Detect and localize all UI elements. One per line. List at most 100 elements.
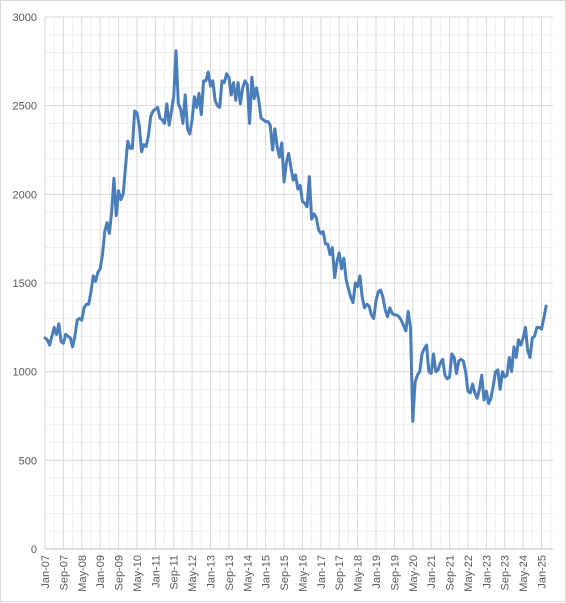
data-point xyxy=(411,420,414,423)
data-point xyxy=(53,326,56,329)
data-point xyxy=(540,328,543,331)
data-point xyxy=(464,370,467,373)
x-tick-label: May-18 xyxy=(353,555,365,592)
x-tick-label: Sep-23 xyxy=(500,555,512,590)
data-point xyxy=(193,95,196,98)
series-line xyxy=(43,49,548,423)
data-point xyxy=(287,152,290,155)
data-point xyxy=(87,303,90,306)
x-tick-label: May-12 xyxy=(187,555,199,592)
data-point xyxy=(147,134,150,137)
data-point xyxy=(113,177,116,180)
data-point xyxy=(446,377,449,380)
data-point xyxy=(149,115,152,118)
data-point xyxy=(400,319,403,322)
data-point xyxy=(347,287,350,290)
data-point xyxy=(99,267,102,270)
data-point xyxy=(460,358,463,361)
data-point xyxy=(209,85,212,88)
data-point xyxy=(487,402,490,405)
x-tick-label: Jan-09 xyxy=(95,555,107,589)
data-point xyxy=(232,81,235,84)
data-point xyxy=(51,335,54,338)
x-tick-label: May-10 xyxy=(132,555,144,592)
data-point xyxy=(119,198,122,201)
data-point xyxy=(76,319,79,322)
data-point xyxy=(244,79,247,82)
data-point xyxy=(398,315,401,318)
data-point xyxy=(253,97,256,100)
data-point xyxy=(340,267,343,270)
data-point xyxy=(221,79,224,82)
data-point xyxy=(375,299,378,302)
data-point xyxy=(469,392,472,395)
data-point xyxy=(510,370,513,373)
data-point xyxy=(69,337,72,340)
data-point xyxy=(529,356,532,359)
data-point xyxy=(216,104,219,107)
data-point xyxy=(122,193,125,196)
data-point xyxy=(490,397,493,400)
data-point xyxy=(175,49,178,52)
data-point xyxy=(331,246,334,249)
data-point xyxy=(223,81,226,84)
x-axis-tick-labels: Jan-07 Sep-07 May-08 Jan-09 Sep-09 May-10 Jan-… xyxy=(40,555,549,592)
x-tick-label: Sep-07 xyxy=(58,555,70,590)
y-tick-label: 2000 xyxy=(13,189,37,201)
data-point xyxy=(211,79,214,82)
data-point xyxy=(476,397,479,400)
data-point xyxy=(377,290,380,293)
data-point xyxy=(404,329,407,332)
x-tick-label: May-24 xyxy=(518,555,530,592)
data-point xyxy=(538,326,541,329)
data-point xyxy=(165,102,168,105)
data-point xyxy=(237,81,240,84)
data-point xyxy=(184,94,187,97)
data-point xyxy=(494,370,497,373)
x-tick-label: Sep-19 xyxy=(389,555,401,590)
data-point xyxy=(308,175,311,178)
x-tick-label: Jan-23 xyxy=(481,555,493,589)
data-point xyxy=(313,212,316,215)
data-point xyxy=(333,276,336,279)
data-point xyxy=(57,322,60,325)
data-point xyxy=(260,117,263,120)
major-gridlines xyxy=(44,16,553,549)
data-point xyxy=(294,173,297,176)
data-point xyxy=(471,383,474,386)
y-tick-label: 2500 xyxy=(13,101,37,113)
data-point xyxy=(425,344,428,347)
data-point xyxy=(218,106,221,109)
data-point xyxy=(299,184,302,187)
data-point xyxy=(317,228,320,231)
data-point xyxy=(239,102,242,105)
data-point xyxy=(241,87,244,90)
data-point xyxy=(478,388,481,391)
data-point xyxy=(108,232,111,235)
data-point xyxy=(356,285,359,288)
data-point xyxy=(296,188,299,191)
data-point xyxy=(142,143,145,146)
data-point xyxy=(352,301,355,304)
data-point xyxy=(448,376,451,379)
data-point xyxy=(473,392,476,395)
data-point xyxy=(92,275,95,278)
data-point xyxy=(483,399,486,402)
data-point xyxy=(542,317,545,320)
x-tick-label: May-14 xyxy=(242,555,254,592)
data-point xyxy=(103,230,106,233)
data-point xyxy=(207,71,210,74)
y-tick-label: 0 xyxy=(31,544,37,556)
data-point xyxy=(492,384,495,387)
data-point xyxy=(133,110,136,113)
x-tick-label: May-16 xyxy=(297,555,309,592)
x-tick-label: Jan-25 xyxy=(537,555,549,589)
data-point xyxy=(152,110,155,113)
data-point xyxy=(154,108,157,111)
data-point xyxy=(161,118,164,121)
data-point xyxy=(124,166,127,169)
data-point xyxy=(179,108,182,111)
data-point xyxy=(524,326,527,329)
data-point xyxy=(423,347,426,350)
data-point xyxy=(515,356,518,359)
